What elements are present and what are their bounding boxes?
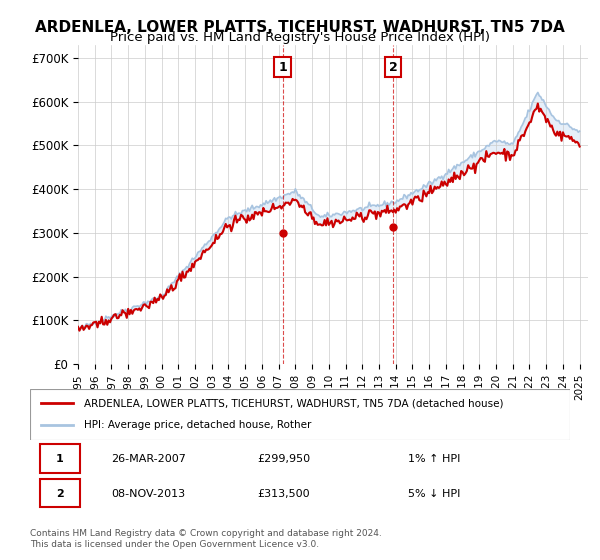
Text: £299,950: £299,950	[257, 454, 310, 464]
FancyBboxPatch shape	[40, 444, 80, 473]
Text: Contains HM Land Registry data © Crown copyright and database right 2024.
This d: Contains HM Land Registry data © Crown c…	[30, 529, 382, 549]
FancyBboxPatch shape	[30, 389, 570, 440]
Text: 5% ↓ HPI: 5% ↓ HPI	[408, 489, 460, 499]
FancyBboxPatch shape	[40, 479, 80, 507]
Text: 1: 1	[278, 60, 287, 74]
Text: 1: 1	[56, 454, 64, 464]
Text: ARDENLEA, LOWER PLATTS, TICEHURST, WADHURST, TN5 7DA (detached house): ARDENLEA, LOWER PLATTS, TICEHURST, WADHU…	[84, 398, 503, 408]
Text: 26-MAR-2007: 26-MAR-2007	[111, 454, 186, 464]
Text: 08-NOV-2013: 08-NOV-2013	[111, 489, 185, 499]
Text: ARDENLEA, LOWER PLATTS, TICEHURST, WADHURST, TN5 7DA: ARDENLEA, LOWER PLATTS, TICEHURST, WADHU…	[35, 20, 565, 35]
Text: 2: 2	[56, 489, 64, 499]
Text: HPI: Average price, detached house, Rother: HPI: Average price, detached house, Roth…	[84, 421, 311, 431]
Text: 1% ↑ HPI: 1% ↑ HPI	[408, 454, 460, 464]
Text: £313,500: £313,500	[257, 489, 310, 499]
Text: 2: 2	[389, 60, 398, 74]
Text: Price paid vs. HM Land Registry's House Price Index (HPI): Price paid vs. HM Land Registry's House …	[110, 31, 490, 44]
